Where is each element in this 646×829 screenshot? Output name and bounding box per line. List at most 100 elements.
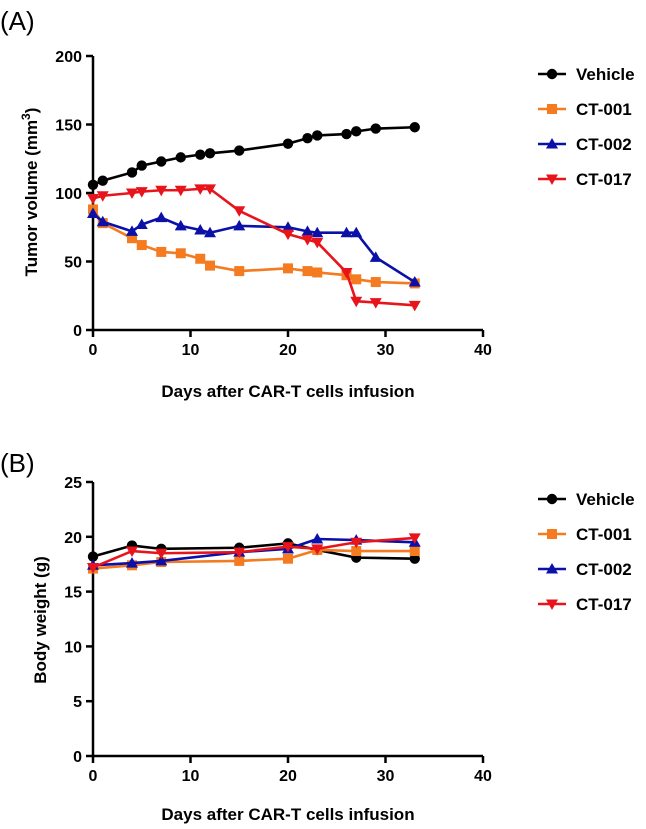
panel-a-data-point-ct-017	[174, 185, 187, 197]
panel-b-data-point-ct-017	[87, 562, 99, 574]
legend-marker-vehicle	[546, 68, 558, 80]
panel-a-data-point-ct-017	[233, 206, 246, 217]
panel-b-x-tick-label: 30	[377, 768, 395, 785]
panel-a-data-point-ct-017	[194, 184, 207, 195]
panel-a-data-point-ct-002	[135, 218, 148, 230]
legend-label-vehicle: Vehicle	[576, 490, 635, 509]
panel-a-series-line-vehicle	[92, 125, 415, 186]
panel-a-data-point-ct-001	[136, 240, 147, 251]
panel-b-data-point-ct-017	[408, 533, 421, 544]
legend-marker-ct-001	[547, 529, 557, 539]
panel-a-data-point-ct-001	[302, 266, 313, 277]
panel-b-series-line-ct-017	[92, 536, 415, 569]
legend-marker-ct-002	[546, 138, 558, 149]
panel-a-data-point-ct-002	[96, 215, 109, 227]
panel-a-data-point-ct-017	[135, 187, 148, 198]
panel-b-data-point-ct-017	[311, 544, 324, 555]
panel-a-x-tick-label: 0	[89, 342, 98, 359]
panel-a-data-point-vehicle	[126, 167, 138, 178]
panel-a-x-tick-label: 30	[377, 342, 395, 359]
panel-b-data-point-ct-017	[126, 546, 138, 558]
panel-a-data-point-ct-001	[234, 266, 245, 277]
panel-a-label: (A)	[0, 6, 35, 36]
panel-a-data-point-ct-001	[370, 277, 381, 288]
legend-marker-vehicle	[546, 493, 558, 505]
legend-label-ct-017: CT-017	[576, 595, 632, 614]
panel-a: (A) Tumor volume (mm3) Days after CAR-T …	[0, 6, 635, 401]
panel-a-data-point-vehicle	[97, 175, 108, 186]
panel-a-data-point-vehicle	[312, 130, 323, 141]
panel-a-data-point-ct-002	[204, 226, 216, 238]
panel-b-y-tick-label: 0	[73, 749, 82, 766]
panel-b-data-point-ct-017	[350, 537, 363, 549]
panel-b-label: (B)	[0, 448, 35, 478]
legend-marker-ct-001	[547, 104, 557, 114]
panel-a-x-tick-label: 20	[279, 342, 297, 359]
panel-a-data-point-ct-002	[311, 226, 324, 238]
panel-a-data-point-ct-002	[282, 221, 294, 232]
panel-a-y-tick-label: 150	[55, 118, 82, 135]
panel-b-data-point-ct-017	[282, 542, 294, 553]
panel-b-data-point-ct-002	[126, 557, 138, 568]
legend-label-vehicle: Vehicle	[576, 65, 635, 84]
panel-a-x-tick-label: 10	[182, 342, 200, 359]
legend-label-ct-001: CT-001	[576, 100, 632, 119]
legend-label-ct-001: CT-001	[576, 525, 632, 544]
panel-a-legend: Vehicle CT-001 CT-002 CT-017	[538, 65, 635, 189]
panel-b-x-tick-label: 10	[182, 768, 200, 785]
panel-b-y-tick-label: 20	[64, 530, 82, 547]
panel-a-data-point-ct-017	[126, 188, 138, 199]
panel-a-data-point-ct-001	[156, 246, 167, 257]
panel-a-data-point-ct-001	[205, 260, 215, 271]
panel-b: (B) Body weight (g) Days after CAR-T cel…	[0, 448, 635, 824]
panel-a-data-point-ct-002	[233, 219, 246, 231]
panel-b-x-tick-label: 20	[279, 768, 297, 785]
panel-a-data-point-vehicle	[409, 122, 420, 133]
panel-a-data-point-vehicle	[195, 149, 206, 160]
panel-a-data-point-ct-017	[155, 185, 168, 197]
panel-a-data-point-ct-017	[408, 300, 421, 312]
panel-b-x-tick-label: 0	[89, 768, 98, 785]
panel-a-data-point-ct-002	[350, 226, 363, 238]
panel-b-y-tick-label: 10	[64, 639, 82, 656]
panel-a-data-point-vehicle	[175, 152, 186, 163]
panel-a-series-line-ct-017	[92, 187, 415, 307]
panel-b-data-point-vehicle	[87, 551, 99, 562]
panel-a-data-point-vehicle	[204, 148, 216, 159]
panel-b-data-point-ct-017	[233, 547, 246, 559]
panel-b-data-point-ct-017	[155, 548, 168, 560]
panel-b-plot: 0 5 10 15 20 25 0 10 20 30 40	[64, 475, 492, 785]
panel-a-y-tick-label: 100	[55, 186, 82, 203]
panel-a-data-point-ct-001	[175, 248, 186, 259]
panel-a-x-tick-label: 40	[474, 342, 492, 359]
panel-b-data-point-ct-001	[351, 546, 362, 557]
panel-a-data-point-ct-002	[340, 226, 353, 238]
panel-a-data-point-ct-002	[301, 225, 314, 236]
panel-a-data-point-ct-017	[311, 237, 324, 249]
panel-a-data-point-vehicle	[302, 133, 313, 144]
panel-a-data-point-vehicle	[87, 179, 99, 190]
panel-a-data-point-vehicle	[351, 126, 362, 137]
panel-a-data-point-vehicle	[234, 145, 245, 156]
panel-a-data-point-vehicle	[341, 128, 352, 140]
panel-b-data-point-ct-002	[311, 532, 324, 544]
panel-a-data-point-ct-002	[408, 276, 421, 287]
panel-b-legend: Vehicle CT-001 CT-002 CT-017	[538, 490, 635, 614]
panel-b-data-point-ct-001	[234, 555, 245, 566]
legend-label-ct-002: CT-002	[576, 135, 632, 154]
panel-b-data-point-ct-001	[283, 553, 293, 564]
panel-a-data-point-ct-017	[204, 184, 216, 195]
legend-marker-ct-017	[546, 599, 558, 610]
panel-a-data-point-ct-017	[87, 193, 99, 205]
panel-a-y-axis-title: Tumor volume (mm3)	[19, 108, 41, 277]
legend-label-ct-017: CT-017	[576, 170, 632, 189]
panel-b-data-point-vehicle	[409, 553, 420, 564]
panel-a-data-point-ct-001	[351, 274, 362, 285]
panel-a-data-point-ct-017	[369, 298, 382, 309]
panel-a-data-point-ct-002	[126, 225, 138, 236]
panel-b-y-tick-label: 5	[73, 694, 82, 711]
panel-b-y-tick-label: 25	[64, 475, 82, 492]
panel-a-data-point-ct-002	[155, 211, 168, 223]
panel-b-x-tick-label: 40	[474, 768, 492, 785]
